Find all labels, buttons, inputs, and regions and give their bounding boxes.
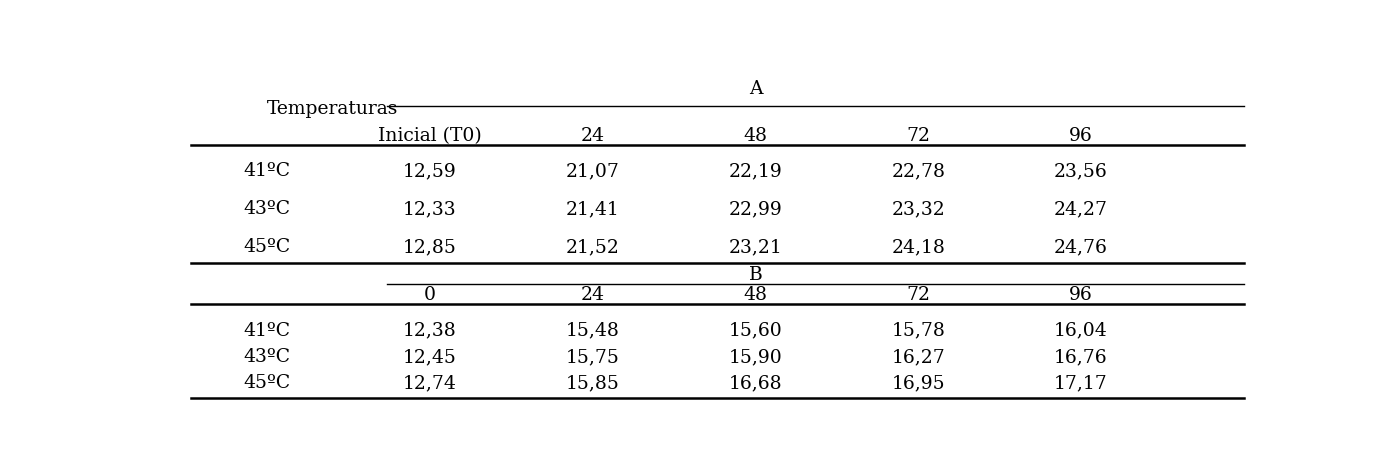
- Text: 41ºC: 41ºC: [244, 321, 291, 339]
- Text: B: B: [749, 265, 763, 283]
- Text: 23,21: 23,21: [728, 238, 783, 256]
- Text: 21,52: 21,52: [566, 238, 620, 256]
- Text: 22,19: 22,19: [728, 162, 783, 180]
- Text: 48: 48: [743, 127, 767, 145]
- Text: 12,85: 12,85: [403, 238, 456, 256]
- Text: 12,33: 12,33: [403, 200, 456, 218]
- Text: 12,59: 12,59: [403, 162, 456, 180]
- Text: 15,48: 15,48: [566, 321, 620, 339]
- Text: 24,18: 24,18: [892, 238, 945, 256]
- Text: 15,85: 15,85: [566, 373, 620, 392]
- Text: 72: 72: [906, 285, 930, 304]
- Text: 16,95: 16,95: [892, 373, 945, 392]
- Text: 72: 72: [906, 127, 930, 145]
- Text: 23,56: 23,56: [1054, 162, 1107, 180]
- Text: 22,78: 22,78: [892, 162, 945, 180]
- Text: 12,38: 12,38: [403, 321, 456, 339]
- Text: 12,74: 12,74: [403, 373, 456, 392]
- Text: 15,75: 15,75: [566, 347, 620, 365]
- Text: 48: 48: [743, 285, 767, 304]
- Text: 24,76: 24,76: [1054, 238, 1107, 256]
- Text: 43ºC: 43ºC: [244, 347, 291, 365]
- Text: 16,68: 16,68: [728, 373, 783, 392]
- Text: A: A: [749, 80, 762, 98]
- Text: Temperaturas: Temperaturas: [267, 100, 399, 118]
- Text: Inicial (T0): Inicial (T0): [378, 127, 482, 145]
- Text: 16,76: 16,76: [1054, 347, 1107, 365]
- Text: 15,60: 15,60: [728, 321, 783, 339]
- Text: 16,04: 16,04: [1054, 321, 1107, 339]
- Text: 22,99: 22,99: [728, 200, 783, 218]
- Text: 45ºC: 45ºC: [244, 238, 291, 256]
- Text: 43ºC: 43ºC: [244, 200, 291, 218]
- Text: 15,78: 15,78: [892, 321, 945, 339]
- Text: 16,27: 16,27: [892, 347, 945, 365]
- Text: 21,41: 21,41: [566, 200, 620, 218]
- Text: 0: 0: [424, 285, 435, 304]
- Text: 15,90: 15,90: [728, 347, 783, 365]
- Text: 96: 96: [1070, 285, 1093, 304]
- Text: 24: 24: [581, 127, 605, 145]
- Text: 41ºC: 41ºC: [244, 162, 291, 180]
- Text: 24: 24: [581, 285, 605, 304]
- Text: 17,17: 17,17: [1054, 373, 1107, 392]
- Text: 12,45: 12,45: [403, 347, 456, 365]
- Text: 23,32: 23,32: [892, 200, 945, 218]
- Text: 45ºC: 45ºC: [244, 373, 291, 392]
- Text: 24,27: 24,27: [1054, 200, 1107, 218]
- Text: 21,07: 21,07: [566, 162, 620, 180]
- Text: 96: 96: [1070, 127, 1093, 145]
